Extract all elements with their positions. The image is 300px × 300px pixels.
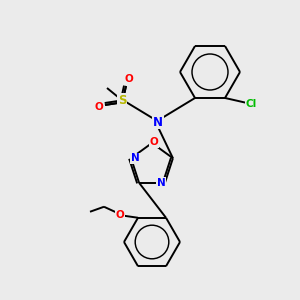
Text: O: O [150,137,158,147]
Text: N: N [153,116,163,128]
Text: S: S [118,94,126,106]
Text: O: O [94,102,103,112]
Text: N: N [131,153,140,163]
Text: Cl: Cl [245,99,256,109]
Text: O: O [124,74,134,84]
Text: N: N [157,178,165,188]
Text: O: O [116,210,124,220]
